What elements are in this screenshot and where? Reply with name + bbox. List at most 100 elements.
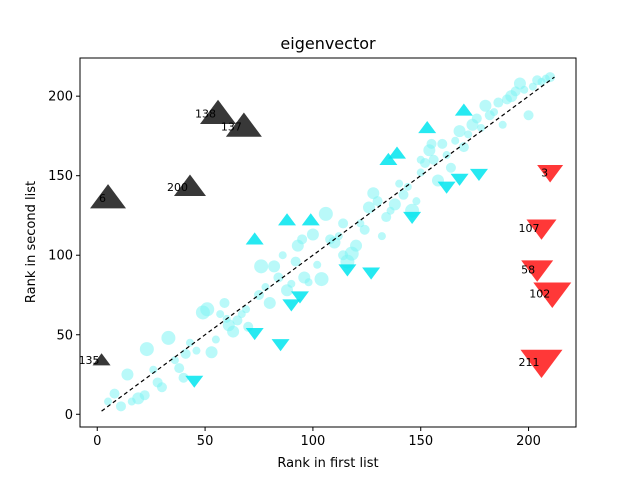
annotated-marker [200,99,237,125]
down-marker [437,181,456,194]
down-marker [245,327,264,341]
data-point [428,154,439,165]
data-point [490,108,499,117]
annotation-label: 135 [79,354,100,367]
data-point [180,348,191,359]
x-axis-title: Rank in first list [277,456,378,471]
up-marker [454,103,473,116]
x-axis: 0 50 100 150 200 [93,427,541,449]
data-point [545,72,556,83]
y-tick-label: 0 [65,408,73,423]
annotated-marker [520,349,563,378]
data-point [416,168,425,177]
plot-area: 138 137 6 200 135 3 107 58 102 211 [79,72,572,412]
data-point [121,368,134,381]
data-point [268,260,281,273]
data-point [205,346,218,359]
data-point [493,97,504,108]
down-marker [185,375,204,388]
data-point [156,382,167,393]
data-point [306,228,319,241]
annotated-marker [90,184,127,209]
down-marker [271,339,290,352]
y-axis: 0 50 100 150 200 [48,90,80,423]
data-point [139,390,150,401]
annotation-label: 6 [99,192,106,205]
data-point [109,388,120,399]
data-point [192,346,201,355]
data-point [426,138,437,149]
data-point [458,142,469,153]
data-point [523,110,534,121]
data-point [178,372,189,383]
up-marker [301,213,320,226]
data-point [219,297,230,308]
data-point [479,99,492,112]
data-point [477,123,486,132]
plot-frame [79,57,577,428]
down-marker [362,267,381,280]
data-point [367,187,380,200]
annotated-marker [173,174,206,197]
data-point [278,251,287,260]
data-point [403,182,412,191]
down-marker [450,173,469,186]
data-point [395,179,404,188]
y-tick-label: 200 [48,90,73,105]
data-point [263,296,276,309]
annotation-label: 137 [221,120,242,133]
data-point [304,278,313,287]
data-point [170,356,179,365]
data-point [253,289,264,300]
down-marker [469,168,488,182]
up-marker [388,146,407,159]
y-tick-label: 100 [48,249,73,264]
data-point [445,162,456,173]
data-point [377,232,386,241]
data-point [314,272,329,287]
data-point [388,198,401,211]
annotated-marker [521,260,554,282]
diagonal-line [101,76,555,412]
data-point [464,130,473,139]
annotation-label: 200 [167,181,188,194]
up-marker [245,232,264,245]
annotation-label: 107 [518,222,539,235]
x-tick-label: 100 [300,434,325,449]
data-point [216,310,225,319]
data-point [381,212,392,223]
data-point [416,155,425,164]
down-marker [290,291,309,304]
data-point [139,342,154,357]
chart-title: eigenvector [280,34,376,53]
data-point [398,189,409,200]
data-point [161,330,176,345]
data-point [362,201,375,214]
annotated-marker [526,219,557,240]
data-point [471,113,482,124]
up-marker [278,213,297,226]
x-tick-label: 50 [197,434,214,449]
data-point [232,315,243,326]
annotation-label: 211 [518,356,539,369]
data-point [520,85,529,94]
x-tick-label: 150 [408,434,433,449]
data-point [115,401,126,412]
data-point [338,218,349,229]
annotation-label: 58 [521,264,535,277]
down-marker [282,299,301,312]
data-point [313,260,322,269]
up-marker [418,121,437,134]
data-point [287,279,296,288]
data-point [412,197,421,206]
annotated-marker [533,282,572,309]
down-marker [403,211,422,224]
data-point [290,256,301,267]
data-point [437,138,448,149]
data-point [451,136,460,145]
data-point [242,305,251,314]
y-tick-label: 150 [48,169,73,184]
annotation-label: 3 [541,167,548,180]
data-point [185,338,194,347]
